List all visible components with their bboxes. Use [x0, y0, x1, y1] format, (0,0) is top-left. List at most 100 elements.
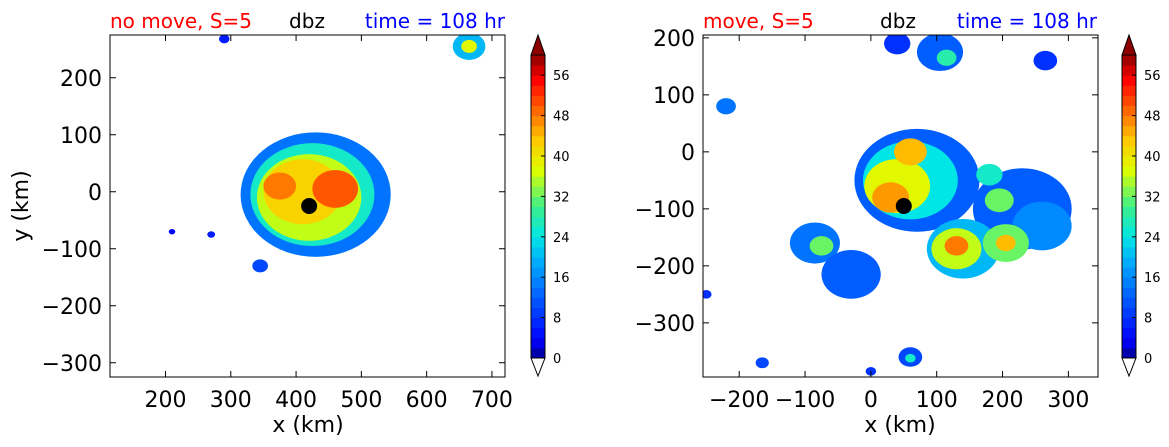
panel2-title-left: move, S=5	[703, 9, 814, 33]
colorbar-segment	[1122, 85, 1136, 96]
panel-no-move: no move, S=5 dbz time = 108 hr 200 300 400…	[9, 9, 570, 438]
colorbar-extend-min	[530, 357, 546, 378]
dbz-cell	[219, 35, 230, 44]
colorbar-segment	[531, 317, 545, 329]
x-tick-label: 300	[210, 388, 252, 413]
dbz-cell	[944, 236, 969, 256]
x-tick-label: 400	[275, 388, 317, 413]
colorbar-segment	[1122, 176, 1136, 187]
x-tick-label: 200	[982, 388, 1024, 413]
y-tick-label: 100	[653, 84, 695, 109]
colorbar-tick-label: 40	[1144, 150, 1161, 165]
colorbar-segment	[1122, 267, 1136, 278]
colorbar-segment	[531, 176, 545, 187]
colorbar-segment	[531, 337, 545, 349]
dbz-cell	[263, 172, 297, 200]
y-tick-label: −300	[635, 312, 695, 337]
colorbar-segment	[531, 206, 545, 218]
colorbar-segment	[531, 216, 545, 228]
colorbar-segment	[1122, 65, 1136, 76]
colorbar-segment	[531, 257, 545, 268]
panel1-xlabel: x (km)	[272, 413, 343, 438]
panel1-title-left: no move, S=5	[110, 9, 252, 33]
colorbar-segment	[1122, 105, 1136, 117]
panel-move: move, S=5 dbz time = 108 hr −200 −100 0 100…	[635, 9, 1161, 438]
colorbar-segment	[531, 75, 545, 86]
colorbar-tick-label: 48	[553, 110, 570, 125]
dbz-cell	[821, 250, 881, 299]
colorbar-segment	[1122, 216, 1136, 228]
dbz-cell	[1033, 50, 1058, 71]
colorbar-tick-label: 48	[1144, 110, 1161, 125]
dbz-cell	[976, 163, 1003, 186]
colorbar-segment	[1122, 257, 1136, 268]
panel1-y-axis: 200 100 0 −100 −200 −300	[42, 67, 505, 377]
colorbar-segment	[531, 115, 545, 127]
colorbar-segment	[1122, 307, 1136, 319]
colorbar-segment	[531, 186, 545, 197]
colorbar-tick-label: 0	[553, 352, 561, 367]
colorbar-extend-max	[530, 33, 546, 56]
colorbar-segment	[1122, 337, 1136, 349]
dbz-cell	[207, 231, 216, 238]
colorbar-segment	[531, 145, 545, 157]
colorbar-segment	[531, 55, 545, 66]
dbz-cell	[716, 98, 736, 115]
colorbar-tick-label: 56	[553, 69, 570, 84]
x-tick-label: −200	[709, 388, 769, 413]
colorbar-tick-label: 40	[553, 150, 570, 165]
colorbar-extend-min	[1121, 357, 1137, 378]
dbz-cell	[168, 228, 176, 235]
y-tick-label: 100	[60, 124, 102, 149]
panel2-x-axis: −200 −100 0 100 200 300	[709, 35, 1089, 413]
colorbar-segment	[531, 297, 545, 308]
colorbar-segment	[531, 327, 545, 339]
colorbar-tick-label: 8	[1144, 312, 1152, 327]
panel1-colorbar: 0 8 16 24 32 40 48 56	[530, 33, 570, 378]
dbz-cell	[984, 188, 1014, 213]
x-tick-label: 100	[916, 388, 958, 413]
y-tick-label: −300	[42, 352, 102, 377]
colorbar-tick-label: 32	[1144, 190, 1161, 205]
colorbar-segment	[1122, 226, 1136, 238]
x-tick-label: 600	[406, 388, 448, 413]
colorbar-segment	[531, 226, 545, 238]
panel2-xlabel: x (km)	[864, 413, 935, 438]
colorbar-segment	[531, 85, 545, 96]
colorbar-tick-label: 16	[1144, 271, 1161, 286]
dbz-cell	[461, 39, 477, 53]
panel2-plot-area	[703, 35, 1072, 376]
panel2-title-center: dbz	[880, 9, 916, 33]
colorbar-tick-label: 56	[1144, 69, 1161, 84]
colorbar-tick-label: 24	[1144, 231, 1161, 246]
colorbar-segment	[1122, 297, 1136, 308]
panel2-title-right: time = 108 hr	[957, 9, 1098, 33]
x-tick-label: 300	[1047, 388, 1089, 413]
colorbar-segment	[531, 65, 545, 76]
panel2-axes-frame	[702, 34, 1099, 378]
colorbar-segment	[1122, 287, 1136, 298]
colorbar-segment	[1122, 277, 1136, 288]
colorbar-tick-label: 24	[553, 231, 570, 246]
colorbar-segment	[531, 246, 545, 258]
colorbar-segment	[531, 156, 545, 167]
x-tick-label: 200	[144, 388, 186, 413]
colorbar-segment	[531, 287, 545, 298]
colorbar-tick-label: 8	[553, 312, 561, 327]
dbz-cell	[936, 49, 957, 66]
y-tick-label: −200	[635, 255, 695, 280]
dbz-cell	[905, 353, 916, 363]
y-tick-label: −100	[42, 238, 102, 263]
panel1-title-right: time = 108 hr	[365, 9, 506, 33]
colorbar-segment	[1122, 145, 1136, 157]
colorbar-frame	[1121, 54, 1137, 359]
x-tick-label: −100	[775, 388, 835, 413]
x-tick-label: 700	[471, 388, 513, 413]
colorbar-segment	[531, 95, 545, 106]
colorbar-segment	[531, 105, 545, 117]
panel1-ylabel: y (km)	[9, 170, 34, 241]
colorbar-tick-label: 16	[553, 271, 570, 286]
colorbar-segment	[531, 347, 545, 359]
colorbar-tick-label: 0	[1144, 352, 1152, 367]
